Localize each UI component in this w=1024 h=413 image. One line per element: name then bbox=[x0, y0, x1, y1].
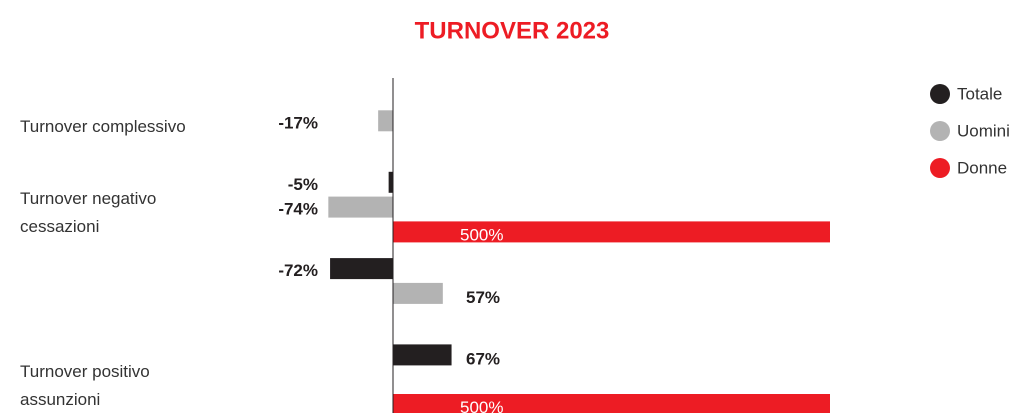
data-label: 500% bbox=[460, 398, 503, 413]
data-label: -74% bbox=[278, 200, 318, 219]
bar bbox=[393, 344, 452, 366]
bar bbox=[393, 221, 830, 243]
bar bbox=[393, 394, 830, 413]
bar bbox=[328, 196, 393, 218]
legend-swatch bbox=[930, 158, 950, 178]
category-label: Turnover complessivo bbox=[20, 116, 186, 136]
category-label: Turnover positivo assunzioni bbox=[20, 361, 150, 409]
data-label: 500% bbox=[460, 225, 503, 244]
data-label: 57% bbox=[466, 288, 500, 307]
data-label: -17% bbox=[278, 113, 318, 132]
bar bbox=[378, 110, 393, 132]
legend-swatch bbox=[930, 84, 950, 104]
bar bbox=[330, 258, 393, 280]
bar bbox=[393, 282, 443, 304]
data-label: -72% bbox=[278, 261, 318, 280]
legend-swatch bbox=[930, 121, 950, 141]
category-label: Turnover negativo cessazioni bbox=[20, 189, 157, 237]
bar bbox=[388, 171, 393, 193]
legend-label: Uomini bbox=[957, 121, 1010, 140]
chart-title: TURNOVER 2023 bbox=[415, 17, 610, 44]
data-label: 67% bbox=[466, 349, 500, 368]
data-label: -5% bbox=[288, 175, 318, 194]
legend-label: Donne bbox=[957, 158, 1007, 177]
legend-label: Totale bbox=[957, 84, 1002, 103]
